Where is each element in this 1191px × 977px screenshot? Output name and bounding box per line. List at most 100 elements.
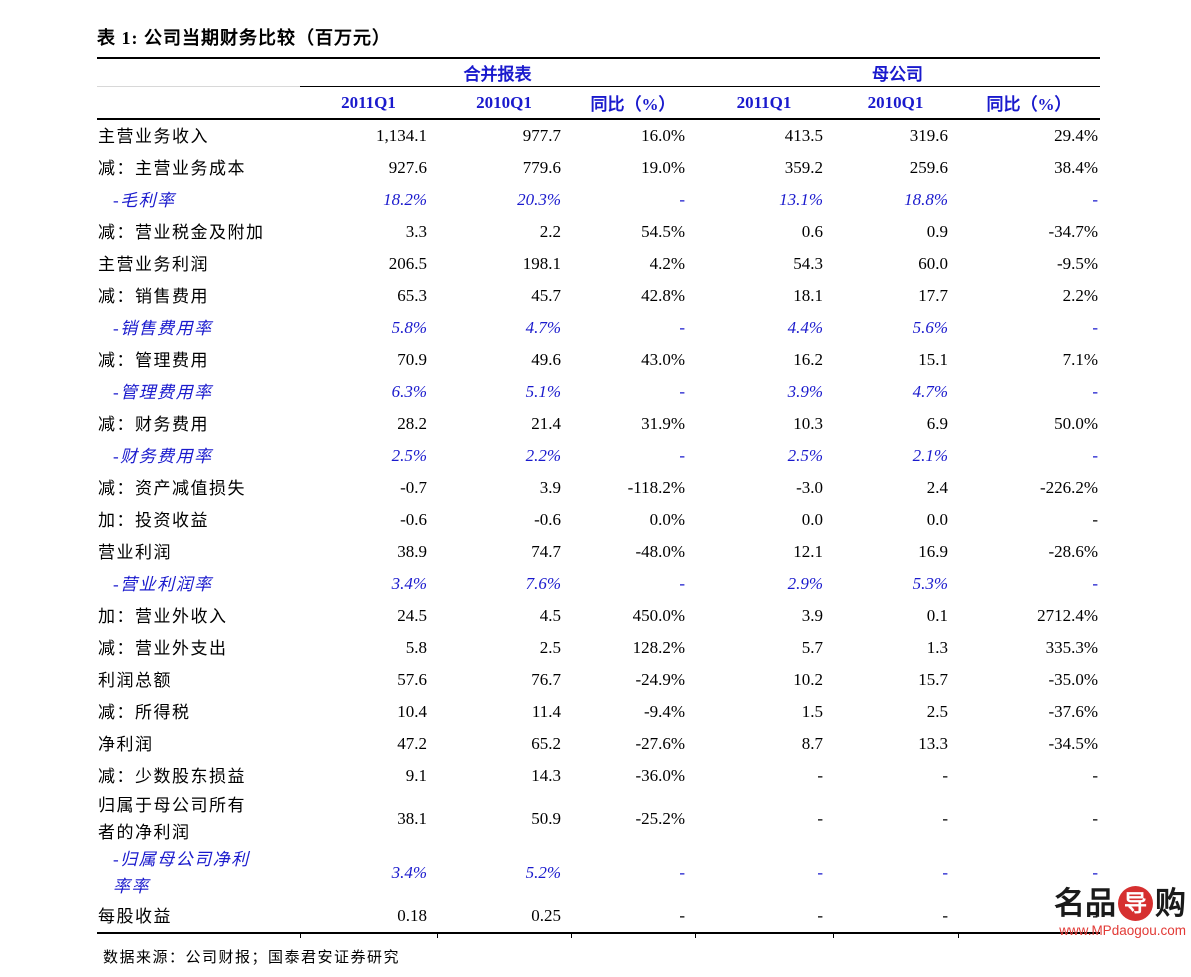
cell-value: 65.2 [531,734,561,753]
cell-value: 6.9 [926,414,949,433]
cell-value: 2.5% [391,446,427,465]
cell-value: 10.4 [397,702,427,721]
cell-value: 0.18 [397,906,427,925]
cell-value: 13.1% [779,190,824,209]
cell-value: -9.5% [1056,254,1099,273]
cell-value: 38.9 [397,542,427,561]
cell-value: 8.7 [801,734,824,753]
cell-value: 2.9% [787,574,824,593]
financial-table: 合并报表 母公司 2011Q1 2010Q1 同比（%） 2011Q1 2010Q1 同比（%… [97,59,1101,932]
data-source: 数据来源：公司财报；国泰君安证券研究 [103,950,401,966]
cell-value: 17.7 [918,286,949,305]
table-bottom-rule [97,932,1100,940]
cell-value: -9.4% [643,702,686,721]
cell-value: 20.3% [517,190,561,209]
cell-value: 3.4% [391,863,427,882]
cell-value: 0.1 [926,606,949,625]
cell-value: 4.7% [912,382,949,401]
row-label: 每股收益 [98,906,172,926]
cell-value: - [1092,863,1099,882]
column-tick [571,934,572,938]
cell-value: - [1092,574,1099,593]
cell-value: - [942,766,949,785]
cell-value: 2712.4% [1037,606,1099,625]
cell-value: 5.1% [525,382,561,401]
cell-value: 0.0% [649,510,686,529]
row-label: 减：所得税 [98,702,191,722]
cell-value: -0.7 [400,478,427,497]
row-label: 减：财务费用 [98,414,209,434]
column-header: 同比（%） [958,86,1101,120]
cell-value: - [679,906,686,925]
cell-value: - [1092,906,1099,925]
cell-value: -3.0 [796,478,824,497]
cell-value: 29.4% [1054,126,1099,145]
row-label: 减：资产减值损失 [98,478,246,498]
cell-value: 4.4% [787,318,824,337]
cell-value: 5.8 [405,638,427,657]
row-label: 减：少数股东损益 [98,766,246,786]
cell-value: 359.2 [784,158,824,177]
cell-value: 2.5% [787,446,824,465]
row-label: 减：营业外支出 [98,638,228,658]
table-row: 主营业务收入 1,134.1 977.7 16.0% 413.5 319.6 29.4% [97,119,1100,152]
cell-value: 31.9% [641,414,686,433]
cell-value: 128.2% [632,638,686,657]
cell-value: 0.0 [926,510,949,529]
table-row: -营业利润率 3.4% 7.6% - 2.9% 5.3% - [97,568,1100,600]
cell-value: - [679,190,686,209]
watermark-logo-circle-icon: 导 [1118,886,1153,921]
cell-value: 50.0% [1054,414,1099,433]
row-label: -销售费用率 [113,318,213,338]
cell-value: 198.1 [522,254,561,273]
cell-value: - [942,863,949,882]
cell-value: 413.5 [784,126,824,145]
cell-value: 18.1 [793,286,824,305]
table-row: 减：财务费用 28.2 21.4 31.9% 10.3 6.9 50.0% [97,408,1100,440]
watermark: 名品 导 购 www.MPdaogou.com [1054,886,1186,938]
watermark-logo-text: 名品 [1054,886,1116,921]
cell-value: 21.4 [531,414,561,433]
cell-value: - [817,906,824,925]
cell-value: 9.1 [405,766,427,785]
cell-value: -28.6% [1048,542,1099,561]
cell-value: -0.6 [534,510,561,529]
row-label: -毛利率 [113,190,176,210]
table-region: 合并报表 母公司 2011Q1 2010Q1 同比（%） 2011Q1 2010Q1 同比（%… [97,57,1101,967]
cell-value: - [679,863,686,882]
column-tick [300,934,301,938]
column-header: 同比（%） [571,86,696,120]
watermark-logo-text: 购 [1155,886,1186,921]
row-label: -管理费用率 [113,382,213,402]
cell-value: 2.1% [912,446,949,465]
cell-value: 10.2 [793,670,824,689]
cell-value: 4.2% [649,254,686,273]
table-row: 减：营业税金及附加 3.3 2.2 54.5% 0.6 0.9 -34.7% [97,216,1100,248]
cell-value: 4.7% [525,318,561,337]
cell-value: 3.9% [787,382,824,401]
table-row: 减：少数股东损益 9.1 14.3 -36.0% - - - [97,760,1100,792]
cell-value: 927.6 [388,158,427,177]
row-label: -归属母公司净利 率率 [113,850,250,896]
cell-value: -27.6% [635,734,686,753]
table-row: -销售费用率 5.8% 4.7% - 4.4% 5.6% - [97,312,1100,344]
cell-value: - [679,318,686,337]
cell-value: - [817,766,824,785]
column-header: 2010Q1 [833,86,959,120]
cell-value: - [1092,190,1099,209]
row-label: -营业利润率 [113,574,213,594]
row-label: 减：管理费用 [98,350,209,370]
cell-value: 19.0% [641,158,686,177]
cell-value: 45.7 [531,286,561,305]
row-label: 净利润 [98,734,154,754]
cell-value: - [1092,809,1099,828]
cell-value: 16.9 [918,542,949,561]
cell-value: - [1092,510,1099,529]
group-header: 合并报表 [300,59,696,87]
cell-value: 18.2% [383,190,427,209]
cell-value: -36.0% [635,766,686,785]
row-label: 利润总额 [98,670,172,690]
cell-value: 47.2 [397,734,427,753]
cell-value: 74.7 [531,542,561,561]
cell-value: - [817,809,824,828]
